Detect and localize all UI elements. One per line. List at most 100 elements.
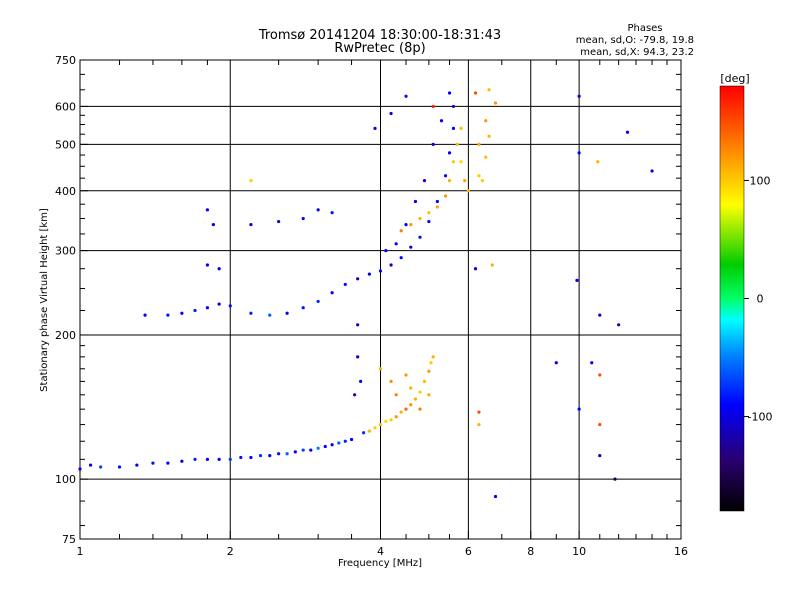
data-point xyxy=(427,219,431,224)
y-axis-label: Stationary phase Virtual Height [km] xyxy=(39,208,50,392)
data-point xyxy=(487,88,491,92)
y-tick-label: 75 xyxy=(62,533,76,546)
colorbar-tick-label: 100 xyxy=(750,174,771,187)
data-point xyxy=(435,199,439,204)
data-point xyxy=(463,179,467,183)
data-point xyxy=(554,361,558,365)
data-point xyxy=(277,452,281,456)
data-point xyxy=(367,272,371,276)
data-point xyxy=(205,306,210,310)
data-point xyxy=(343,439,347,443)
data-point xyxy=(99,465,103,469)
colorbar-tick-label: -100 xyxy=(748,411,773,424)
data-point xyxy=(277,219,281,224)
data-point xyxy=(598,453,602,458)
data-point xyxy=(217,302,221,306)
colorbar-ticks: 100 0 -100 xyxy=(744,174,773,424)
data-point xyxy=(193,308,197,313)
data-point xyxy=(418,390,422,394)
data-point xyxy=(378,269,383,273)
data-point xyxy=(409,245,413,249)
data-point xyxy=(625,130,630,134)
x-tick-label: 8 xyxy=(527,545,534,558)
data-point xyxy=(447,151,452,155)
data-point xyxy=(427,393,431,397)
data-point xyxy=(268,453,272,458)
data-point xyxy=(477,410,481,414)
data-point xyxy=(217,457,221,461)
data-point xyxy=(268,313,272,317)
data-point xyxy=(418,235,422,239)
data-point xyxy=(394,242,398,246)
colorbar-label: [deg] xyxy=(720,72,749,85)
data-point xyxy=(330,291,334,295)
colorbar xyxy=(719,85,745,512)
chart-subtitle: RwPretec (8p) xyxy=(334,41,425,56)
x-tick-label: 2 xyxy=(227,545,234,558)
y-tick-labels: 75 100 200 300 400 500 600 750 xyxy=(55,54,88,546)
data-point xyxy=(180,459,184,463)
colorbar-tick-label: 0 xyxy=(757,293,764,306)
data-point xyxy=(459,126,463,130)
data-point xyxy=(362,431,366,435)
data-point xyxy=(613,477,617,481)
data-point xyxy=(447,179,452,183)
y-tick-label: 500 xyxy=(55,138,76,151)
data-point xyxy=(404,94,408,98)
data-point xyxy=(493,494,498,499)
data-point xyxy=(459,160,463,164)
x-tick-label: 10 xyxy=(572,545,586,558)
data-point xyxy=(455,142,459,146)
data-point xyxy=(249,179,253,183)
data-point xyxy=(443,174,448,178)
data-point xyxy=(596,160,600,164)
data-point xyxy=(490,263,494,267)
data-point xyxy=(409,403,413,407)
data-point xyxy=(228,457,232,461)
chart-title: Tromsø 20141204 18:30:00-18:31:43 xyxy=(258,28,501,43)
data-point xyxy=(404,407,408,411)
data-point xyxy=(211,222,215,227)
data-point xyxy=(285,311,289,315)
grid-lines xyxy=(80,60,681,539)
data-point xyxy=(205,263,210,267)
data-point xyxy=(404,222,408,227)
data-point xyxy=(378,367,383,371)
data-point xyxy=(330,443,334,447)
y-tick-label: 300 xyxy=(55,245,76,258)
data-point xyxy=(228,304,232,308)
data-point xyxy=(343,282,347,287)
data-point xyxy=(487,134,491,138)
data-point xyxy=(590,361,594,365)
data-point xyxy=(356,355,360,359)
minor-ticks xyxy=(80,60,681,539)
data-point xyxy=(316,446,320,450)
data-point xyxy=(439,119,444,123)
data-point xyxy=(493,101,498,105)
y-tick-label: 400 xyxy=(55,185,76,198)
data-point xyxy=(353,393,357,397)
x-tick-label: 6 xyxy=(465,545,472,558)
data-point xyxy=(399,256,403,260)
data-point xyxy=(323,444,327,449)
data-point xyxy=(443,194,448,198)
data-point xyxy=(422,379,427,383)
data-point xyxy=(451,160,456,164)
y-tick-label: 600 xyxy=(55,100,76,113)
data-point xyxy=(477,422,481,427)
phases-line-x: mean, sd,X: 94.3, 23.2 xyxy=(580,47,694,58)
data-point xyxy=(356,323,360,327)
data-point xyxy=(577,407,581,411)
data-point xyxy=(378,422,383,427)
phases-heading: Phases xyxy=(627,23,662,34)
data-point xyxy=(413,397,418,401)
data-point xyxy=(418,407,422,411)
data-point xyxy=(427,369,431,373)
data-point xyxy=(258,453,263,458)
data-point xyxy=(217,267,221,271)
data-point xyxy=(577,151,581,155)
data-point xyxy=(418,216,422,221)
data-point xyxy=(249,222,253,227)
data-point xyxy=(373,126,377,130)
